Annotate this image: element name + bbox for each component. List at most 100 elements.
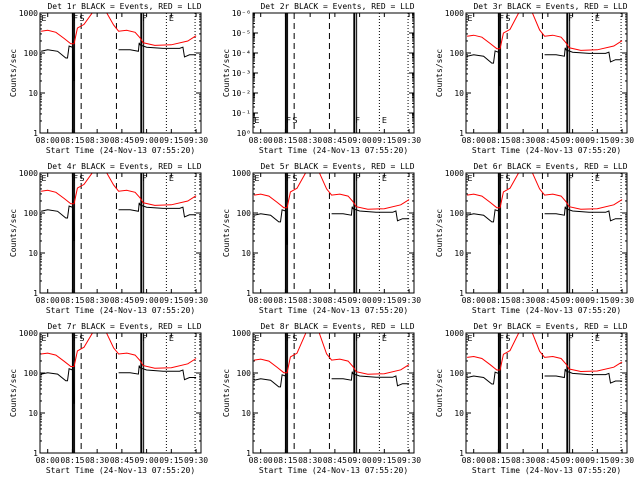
- y-tick-label: 1: [33, 129, 38, 138]
- x-tick-label: 08:45: [536, 136, 560, 145]
- x-tick-label: 08:30: [511, 456, 535, 465]
- x-tick-label: 09:15: [372, 456, 396, 465]
- x-tick-label: 08:15: [486, 136, 510, 145]
- y-tick-label: 1000: [445, 329, 464, 338]
- x-tick-label: 08:30: [298, 136, 322, 145]
- x-tick-label: 08:15: [60, 136, 84, 145]
- y-tick-label: 10⁻⁵: [232, 29, 251, 38]
- marker-label: E: [254, 174, 259, 183]
- marker-label: S: [292, 116, 297, 125]
- x-tick-label: 08:00: [462, 456, 486, 465]
- y-tick-label: 10: [454, 89, 464, 98]
- plot-frame: [252, 12, 415, 134]
- marker-label: S: [292, 334, 297, 343]
- y-tick-label: 1000: [232, 329, 251, 338]
- plot-frame: [252, 172, 415, 294]
- x-tick-label: 08:15: [273, 456, 297, 465]
- marker-label: E: [467, 174, 472, 183]
- x-tick-label: 08:45: [536, 296, 560, 305]
- x-tick-label: 09:30: [184, 136, 208, 145]
- panel-title: Det 4r BLACK = Events, RED = LLD: [47, 162, 201, 171]
- x-tick-label: 09:00: [348, 296, 372, 305]
- x-tick-label: 09:00: [135, 456, 159, 465]
- panel-det-2: Det 2r BLACK = Events, RED = LLD Start Ti…: [222, 2, 421, 155]
- y-axis-label: Counts/sec: [435, 369, 444, 417]
- y-tick-label: 10: [28, 409, 38, 418]
- marker-label: E: [169, 14, 174, 23]
- x-tick-label: 08:15: [486, 456, 510, 465]
- y-axis-label: Counts/sec: [9, 369, 18, 417]
- x-tick-label: 08:00: [36, 296, 60, 305]
- marker-label: E: [169, 334, 174, 343]
- marker-label: F: [286, 116, 291, 125]
- y-tick-label: 10: [454, 249, 464, 258]
- y-tick-label: 10: [241, 249, 251, 258]
- marker-label: F: [73, 14, 78, 23]
- y-tick-label: 100: [450, 369, 465, 378]
- series-events-line: [466, 368, 623, 408]
- y-tick-label: 100: [450, 49, 465, 58]
- y-tick-label: 100: [24, 49, 39, 58]
- x-axis-label: Start Time (24-Nov-13 07:55:20): [46, 146, 195, 155]
- panel-det-7: Det 7r BLACK = Events, RED = LLD Start Ti…: [9, 322, 208, 475]
- x-tick-label: 08:00: [36, 456, 60, 465]
- y-axis-label: Counts/sec: [222, 49, 231, 97]
- marker-label: E: [41, 14, 46, 23]
- y-tick-label: 10: [28, 249, 38, 258]
- y-tick-label: 1: [33, 449, 38, 458]
- panel-title: Det 8r BLACK = Events, RED = LLD: [260, 322, 414, 331]
- x-tick-label: 09:30: [397, 296, 421, 305]
- plot-frame: [39, 172, 202, 294]
- y-tick-label: 1: [246, 449, 251, 458]
- series-events-line: [466, 47, 623, 87]
- panel-det-4: Det 4r BLACK = Events, RED = LLD Start Ti…: [9, 162, 208, 315]
- x-tick-label: 09:00: [561, 456, 585, 465]
- marker-label: F: [568, 14, 573, 23]
- panel-det-6: Det 6r BLACK = Events, RED = LLD Start Ti…: [435, 162, 634, 315]
- panel-title: Det 6r BLACK = Events, RED = LLD: [473, 162, 627, 171]
- marker-label: S: [79, 174, 84, 183]
- y-tick-label: 10⁻⁶: [232, 9, 251, 18]
- y-tick-label: 1000: [232, 169, 251, 178]
- x-tick-label: 08:45: [110, 456, 134, 465]
- x-tick-label: 08:45: [110, 136, 134, 145]
- y-tick-label: 100: [237, 209, 252, 218]
- series-lld-line: [41, 13, 197, 46]
- marker-label: E: [382, 334, 387, 343]
- x-tick-label: 09:15: [159, 136, 183, 145]
- x-tick-label: 09:15: [372, 136, 396, 145]
- y-tick-label: 10⁰: [237, 129, 251, 138]
- x-tick-label: 08:30: [511, 136, 535, 145]
- x-tick-label: 09:00: [135, 136, 159, 145]
- x-tick-label: 09:15: [159, 296, 183, 305]
- marker-label: S: [79, 14, 84, 23]
- y-axis-label: Counts/sec: [222, 209, 231, 257]
- y-axis-label: Counts/sec: [9, 209, 18, 257]
- marker-label: E: [169, 174, 174, 183]
- marker-label: S: [292, 174, 297, 183]
- x-axis-label: Start Time (24-Nov-13 07:55:20): [472, 466, 621, 475]
- x-axis-label: Start Time (24-Nov-13 07:55:20): [259, 146, 408, 155]
- marker-label: F: [142, 174, 147, 183]
- marker-label: E: [595, 174, 600, 183]
- panel-det-5: Det 5r BLACK = Events, RED = LLD Start Ti…: [222, 162, 421, 315]
- x-axis-label: Start Time (24-Nov-13 07:55:20): [472, 306, 621, 315]
- panel-det-8: Det 8r BLACK = Events, RED = LLD Start Ti…: [222, 322, 421, 475]
- marker-label: E: [467, 14, 472, 23]
- x-tick-label: 09:00: [348, 456, 372, 465]
- y-tick-label: 10⁻⁴: [232, 49, 251, 58]
- panel-title: Det 9r BLACK = Events, RED = LLD: [473, 322, 627, 331]
- marker-label: S: [505, 174, 510, 183]
- plot-frame: [465, 12, 628, 134]
- y-tick-label: 1000: [19, 169, 38, 178]
- y-tick-label: 10: [454, 409, 464, 418]
- series-lld-line: [254, 173, 410, 210]
- x-tick-label: 08:15: [486, 296, 510, 305]
- marker-label: F: [286, 334, 291, 343]
